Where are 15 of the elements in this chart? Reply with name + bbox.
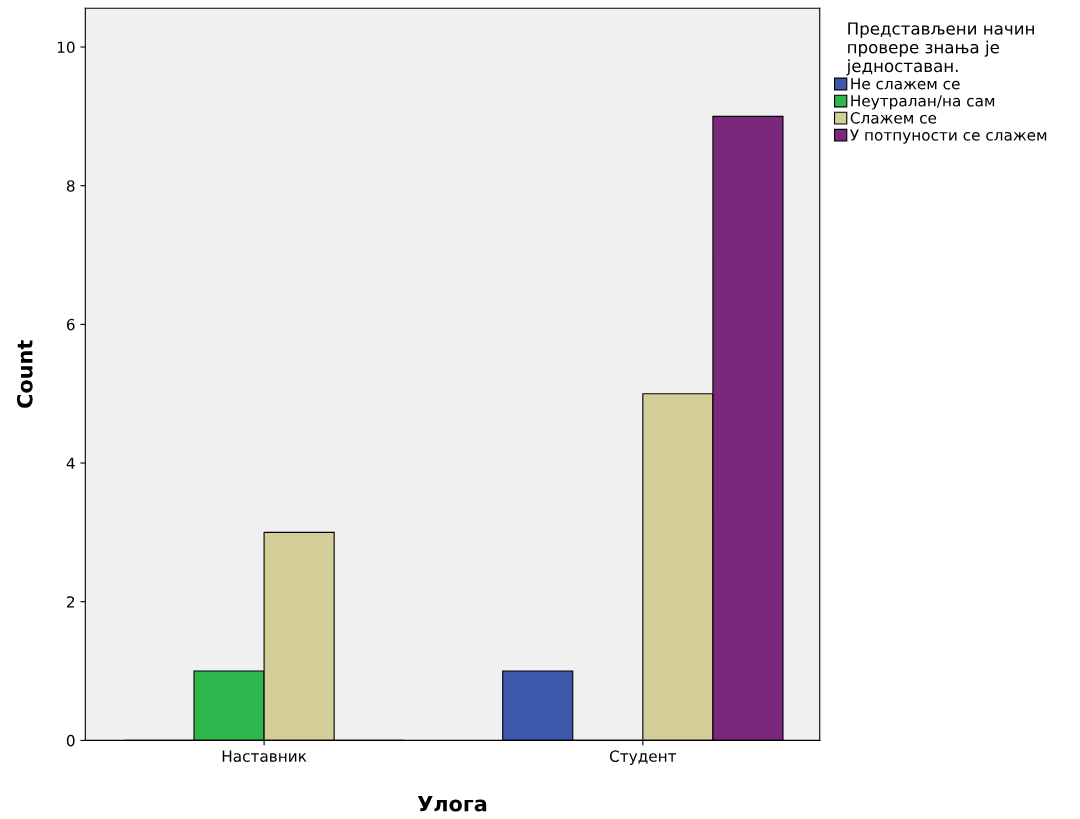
y-tick-label: 8	[66, 180, 75, 192]
y-tick-label: 2	[67, 596, 75, 608]
y-tick-label: 10	[57, 41, 75, 54]
x-axis-title: Улога	[417, 796, 487, 812]
x-tick-label: Наставник	[222, 750, 307, 762]
y-tick-label: 4	[66, 457, 75, 469]
y-tick-label: 0	[66, 734, 75, 747]
legend-label: Не слажем се	[851, 78, 960, 90]
legend-title: Представљени начин провере знања је једноставан.	[846, 22, 1034, 76]
y-axis-title: Count	[16, 340, 33, 408]
y-tick-label: 6	[66, 318, 75, 331]
legend-label: У потпуности се слажем	[850, 129, 1047, 144]
x-tick-label: Студент	[609, 750, 677, 765]
legend-label: Слажем се	[850, 112, 937, 124]
legend-label: Неутралан/на сам	[851, 95, 995, 110]
